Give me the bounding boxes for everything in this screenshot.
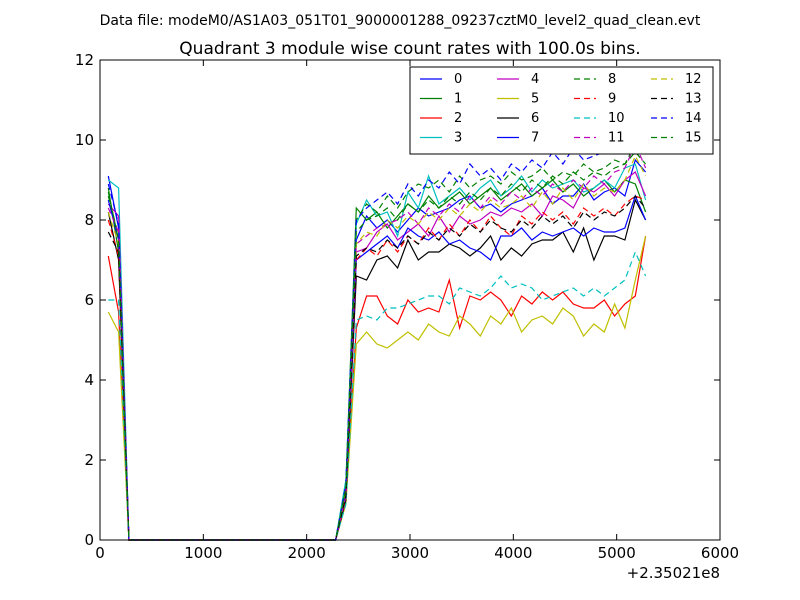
legend-label-14: 14 xyxy=(685,111,702,126)
legend-box xyxy=(409,66,714,155)
legend-label-2: 2 xyxy=(454,111,462,126)
y-tick-label: 10 xyxy=(75,131,94,149)
plot-frame xyxy=(99,59,721,541)
legend-label-9: 9 xyxy=(608,92,616,107)
series-line-6 xyxy=(107,198,647,541)
legend-label-6: 6 xyxy=(531,111,539,126)
x-tick-label: 1000 xyxy=(184,544,222,562)
legend-label-7: 7 xyxy=(531,131,539,146)
x-tick-label: 3000 xyxy=(391,544,429,562)
legend-label-3: 3 xyxy=(454,131,462,146)
x-tick-label: 0 xyxy=(95,544,105,562)
legend-label-8: 8 xyxy=(608,72,616,87)
x-tick-label: 6000 xyxy=(701,544,739,562)
series-line-0 xyxy=(107,158,647,541)
chart-title: Quadrant 3 module wise count rates with … xyxy=(179,39,640,59)
plot-area xyxy=(107,97,647,541)
legend-label-1: 1 xyxy=(454,92,462,107)
series-line-11 xyxy=(107,142,647,541)
y-tick-label: 2 xyxy=(84,451,94,469)
y-tick-label: 4 xyxy=(84,371,94,389)
legend-label-5: 5 xyxy=(531,92,539,107)
y-tick-label: 6 xyxy=(84,291,94,309)
x-tick-label: 2000 xyxy=(288,544,326,562)
x-offset-label: +2.35021e8 xyxy=(627,564,720,582)
series-line-7 xyxy=(107,194,647,541)
series-line-3 xyxy=(107,163,647,541)
series-line-1 xyxy=(107,179,647,541)
series-line-10 xyxy=(108,250,647,541)
legend-label-12: 12 xyxy=(685,72,702,87)
chart-subtitle: Data file: modeM0/AS1A03_051T01_90000012… xyxy=(100,13,701,29)
x-tick-label: 5000 xyxy=(598,544,636,562)
legend-label-0: 0 xyxy=(454,72,462,87)
legend-label-11: 11 xyxy=(608,131,625,146)
series-line-5 xyxy=(107,235,647,541)
legend-label-4: 4 xyxy=(531,72,539,87)
legend-label-13: 13 xyxy=(685,92,702,107)
series-line-2 xyxy=(107,235,647,541)
y-tick-label: 8 xyxy=(84,211,94,229)
y-tick-label: 0 xyxy=(84,531,94,549)
series-line-14 xyxy=(107,97,647,541)
series-line-15 xyxy=(107,151,647,541)
y-tick-label: 12 xyxy=(75,51,94,69)
series-line-9 xyxy=(107,195,646,541)
series-line-13 xyxy=(107,195,647,541)
legend-label-15: 15 xyxy=(685,131,702,146)
series-line-8 xyxy=(107,142,647,541)
series-line-12 xyxy=(107,154,647,541)
legend-label-10: 10 xyxy=(608,111,625,126)
x-tick-label: 4000 xyxy=(494,544,532,562)
